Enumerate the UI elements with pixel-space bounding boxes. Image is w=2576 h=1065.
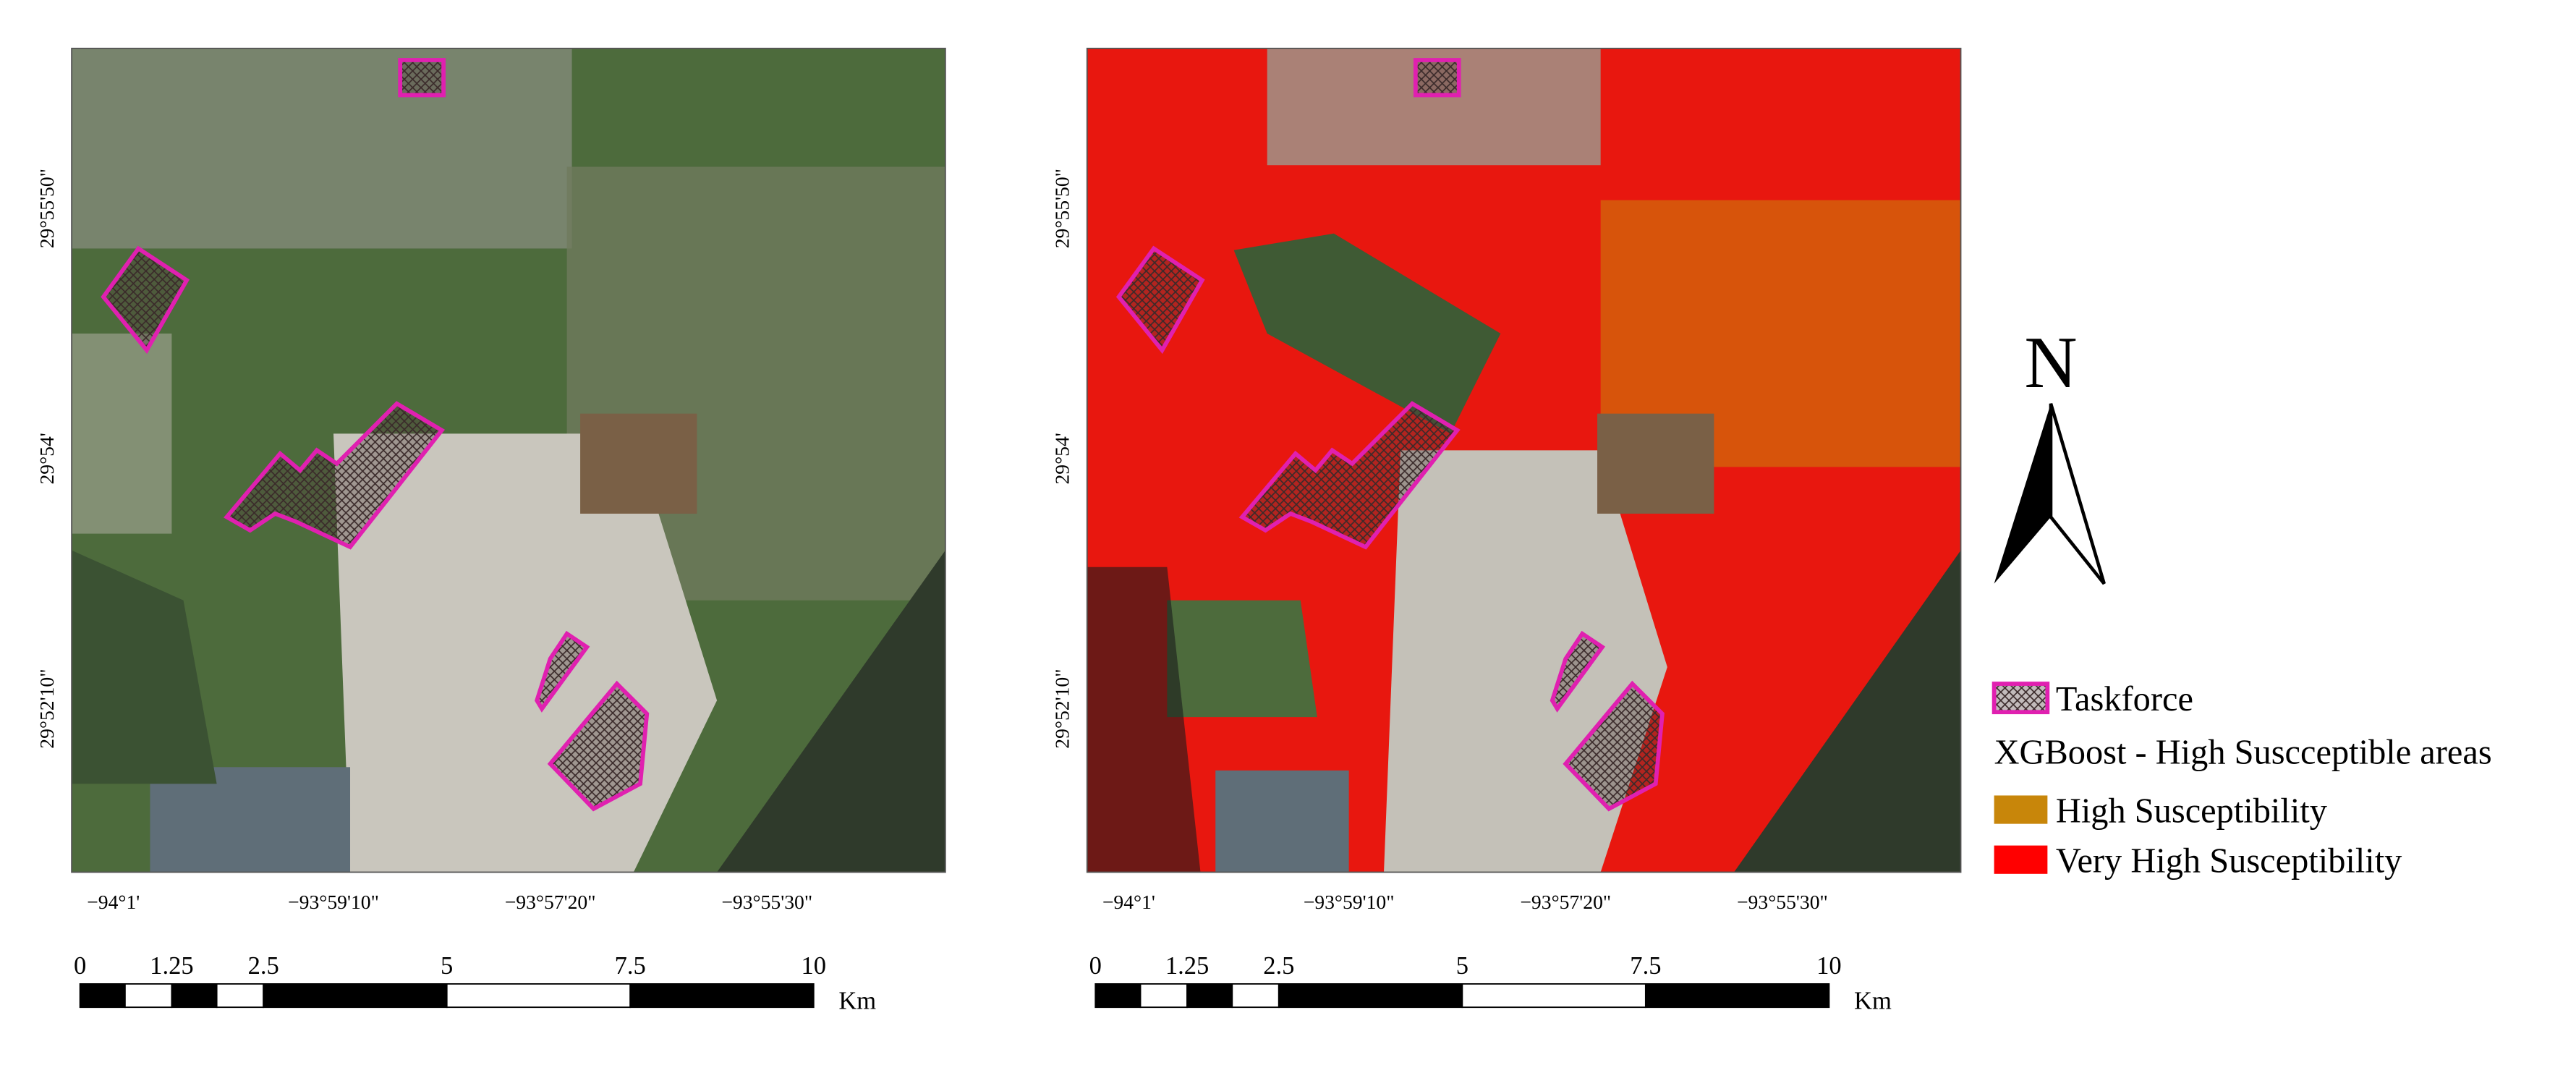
longitude-label: −93°59'10" — [1304, 891, 1395, 913]
latitude-label: 29°52'10" — [1050, 669, 1073, 748]
taskforce-area — [1550, 630, 1606, 713]
scale-label: 2.5 — [1263, 952, 1294, 980]
latitude-label: 29°54' — [35, 433, 58, 484]
scale-bar-segment — [1278, 983, 1463, 1009]
scale-unit: Km — [1854, 987, 1892, 1014]
scale-label: 7.5 — [1630, 952, 1661, 980]
scale-bar-segment — [1139, 983, 1188, 1009]
scale-label: 10 — [1816, 952, 1842, 980]
scale-label: 0 — [74, 952, 86, 980]
taskforce-area — [1563, 680, 1665, 812]
map-frame — [1086, 47, 1962, 873]
legend-label: Very High Susceptibility — [2056, 841, 2402, 880]
longitude-label: −93°55'30" — [1737, 891, 1828, 913]
legend-label: High Susceptibility — [2056, 792, 2327, 830]
taskforce-area — [1413, 58, 1461, 98]
longitude-label: −93°55'30" — [721, 891, 812, 913]
latitude-label: 29°54' — [1050, 433, 1073, 484]
scale-label: 5 — [1456, 952, 1468, 980]
scale-label: 5 — [441, 952, 453, 980]
scale-bar-segment — [124, 983, 173, 1009]
north-arrow: N — [1994, 322, 2106, 585]
scale-bar-segment — [1461, 983, 1646, 1009]
susceptibility-map — [1087, 48, 1961, 873]
legend-swatch — [1994, 795, 2048, 824]
legend-swatch — [1994, 845, 2048, 874]
scale-label: 10 — [801, 952, 826, 980]
scale-bar-segment — [1094, 983, 1142, 1009]
longitude-label: −93°57'20" — [505, 891, 596, 913]
scale-label: 1.25 — [150, 952, 193, 980]
taskforce-area — [398, 58, 446, 98]
taskforce-area — [224, 401, 446, 550]
scale-bar-segment — [1186, 983, 1233, 1009]
longitude-label: −93°57'20" — [1520, 891, 1611, 913]
satellite-map — [72, 48, 945, 873]
taskforce-area — [547, 680, 650, 812]
scale-bar-segment — [446, 983, 632, 1009]
taskforce-area — [535, 630, 590, 713]
taskforce-area — [101, 245, 190, 355]
scale-unit: Km — [838, 987, 876, 1014]
legend-title: XGBoost - High Suscceptible areas — [1994, 734, 2492, 772]
scale-bar-segment — [1231, 983, 1280, 1009]
longitude-label: −94°1' — [87, 891, 140, 913]
latitude-label: 29°52'10" — [35, 669, 58, 748]
longitude-label: −94°1' — [1102, 891, 1155, 913]
north-label: N — [2024, 322, 2077, 403]
scale-bar-segment — [216, 983, 265, 1009]
scale-bar-segment — [171, 983, 218, 1009]
taskforce-swatch — [1991, 682, 2050, 715]
scale-bar-segment — [1644, 983, 1830, 1009]
taskforce-area — [1115, 245, 1205, 355]
legend-label: Taskforce — [2056, 680, 2193, 718]
scale-label: 0 — [1089, 952, 1102, 980]
latitude-label: 29°55'50" — [35, 169, 58, 248]
longitude-label: −93°59'10" — [288, 891, 379, 913]
scale-label: 2.5 — [248, 952, 279, 980]
scale-label: 7.5 — [615, 952, 646, 980]
scale-bar-segment — [79, 983, 126, 1009]
scale-bar-segment — [263, 983, 448, 1009]
map-frame — [71, 47, 946, 873]
latitude-label: 29°55'50" — [1050, 169, 1073, 248]
scale-label: 1.25 — [1165, 952, 1209, 980]
taskforce-area — [1238, 401, 1461, 550]
scale-bar-segment — [629, 983, 815, 1009]
